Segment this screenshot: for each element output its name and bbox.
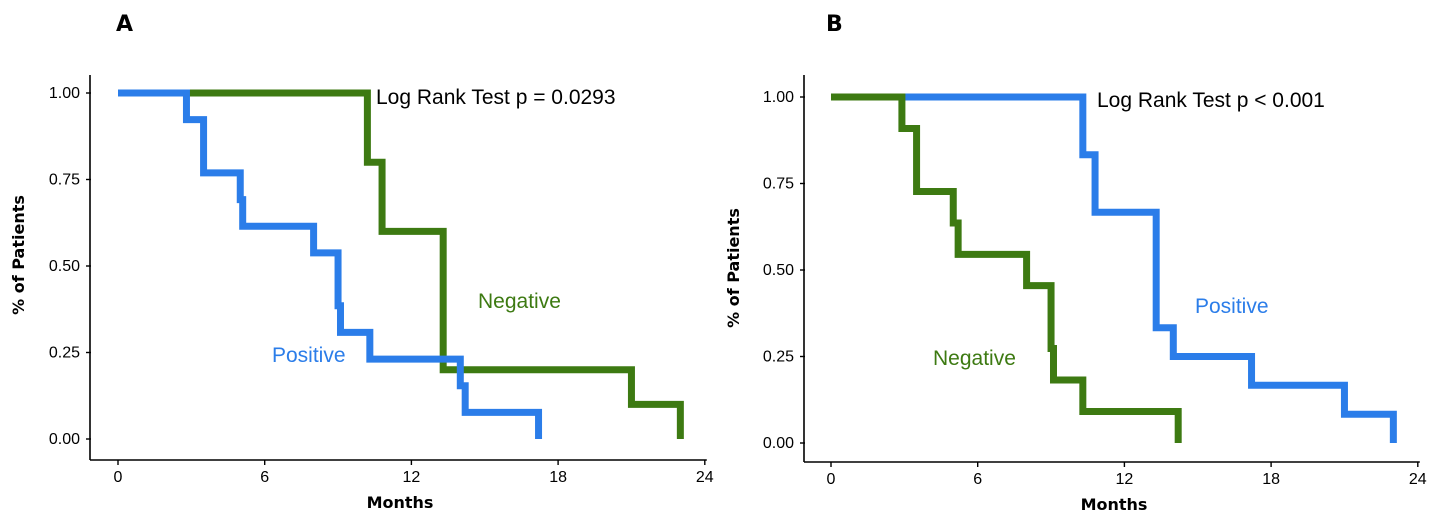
- y-tick-label: 0.50: [49, 258, 80, 275]
- panel-a: A 0.00 0.25 0.50 0.75 1.00 0 6 12 18 24 Months % of …: [9, 12, 714, 512]
- x-tick-label: 0: [827, 471, 836, 488]
- y-tick-label: 0.75: [763, 176, 794, 193]
- x-tick-label: 6: [260, 469, 269, 486]
- y-tick-label: 0.00: [763, 435, 794, 452]
- x-axis-title: Months: [367, 493, 434, 512]
- y-tick-label: 0.25: [49, 345, 80, 362]
- km-curve-negative: [118, 89, 684, 439]
- y-axis-title: % of Patients: [9, 195, 28, 315]
- x-tick-label: 12: [1116, 471, 1134, 488]
- series-label-negative: Negative: [933, 347, 1016, 370]
- y-tick-label: 0.25: [763, 349, 794, 366]
- panel-letter-b: B: [826, 12, 843, 37]
- km-curve-positive: [831, 93, 1397, 443]
- x-axis-title: Months: [1081, 495, 1148, 512]
- series-label-positive: Positive: [272, 344, 346, 367]
- x-tick-label: 18: [549, 469, 567, 486]
- x-tick-label: 12: [403, 469, 421, 486]
- x-tick-label: 24: [696, 469, 714, 486]
- y-tick-label: 0.75: [49, 172, 80, 189]
- log-rank-annotation: Log Rank Test p < 0.001: [1097, 89, 1325, 112]
- x-tick-label: 0: [114, 469, 123, 486]
- x-tick-label: 6: [973, 471, 982, 488]
- km-curve-positive: [118, 89, 543, 439]
- panel-b: B 0.00 0.25 0.50 0.75 1.00 0 6 12 18 24 Months % of …: [724, 12, 1427, 512]
- y-axis-title: % of Patients: [724, 208, 743, 328]
- x-tick-label: 18: [1262, 471, 1280, 488]
- y-tick-label: 1.00: [49, 85, 80, 102]
- series-label-positive: Positive: [1195, 295, 1269, 318]
- x-tick-label: 24: [1409, 471, 1427, 488]
- panel-letter-a: A: [116, 12, 133, 37]
- log-rank-annotation: Log Rank Test p = 0.0293: [376, 86, 616, 109]
- y-tick-label: 1.00: [763, 89, 794, 106]
- series-label-negative: Negative: [478, 290, 561, 313]
- km-curve-negative: [831, 93, 1182, 443]
- y-tick-label: 0.00: [49, 431, 80, 448]
- y-tick-label: 0.50: [763, 262, 794, 279]
